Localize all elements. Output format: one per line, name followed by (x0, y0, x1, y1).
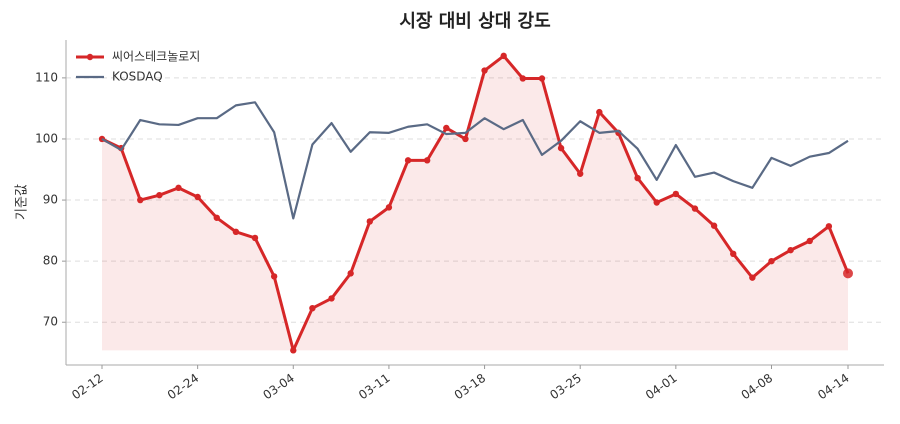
y-tick-label: 100 (35, 131, 58, 145)
x-tick-label: 04-14 (815, 371, 852, 402)
point (232, 228, 240, 236)
y-tick-label: 110 (35, 70, 58, 84)
point (481, 67, 488, 74)
y-tick-label: 70 (43, 315, 58, 329)
point (251, 234, 259, 242)
point (175, 184, 182, 192)
point (768, 257, 775, 265)
point (710, 222, 718, 229)
x-tick-label: 04-01 (643, 371, 680, 402)
point (672, 190, 680, 198)
line (101, 101, 849, 220)
point (843, 268, 853, 279)
y-axis-label: 기준값 (15, 184, 30, 220)
point (290, 347, 297, 354)
point (519, 75, 527, 82)
point (634, 174, 641, 182)
point (557, 144, 565, 152)
point (213, 214, 220, 221)
point (156, 191, 163, 199)
point (730, 250, 737, 258)
point (749, 274, 756, 281)
point (825, 223, 833, 230)
y-tick-label: 80 (43, 254, 58, 268)
x-tick-label: 02-24 (165, 371, 202, 402)
x-tick-label: 03-04 (260, 371, 297, 402)
point (462, 135, 469, 143)
point (194, 193, 201, 201)
legend-marker (86, 53, 94, 61)
point (137, 196, 144, 204)
point (577, 170, 584, 177)
point (347, 270, 354, 277)
y-tick-label: 90 (43, 193, 58, 207)
point (270, 273, 278, 280)
point (538, 75, 546, 82)
point (443, 124, 450, 132)
area (102, 55, 848, 351)
point (787, 246, 794, 254)
point (500, 52, 507, 60)
point (328, 295, 335, 302)
point (385, 204, 393, 211)
x-tick-label: 03-18 (452, 371, 489, 402)
chart-title: 시장 대비 상대 강도 (399, 11, 550, 32)
point (806, 237, 813, 245)
point (404, 157, 412, 164)
line (101, 54, 850, 352)
point (366, 218, 373, 225)
x-tick-label: 03-25 (547, 371, 584, 402)
point (653, 199, 660, 206)
x-tick-label: 03-11 (356, 371, 393, 402)
x-tick-label: 02-12 (69, 371, 106, 402)
point (691, 205, 699, 212)
legend-label: KOSDAQ (112, 70, 163, 84)
point (596, 108, 603, 116)
legend-label: 씨어스테크놀로지 (112, 50, 200, 64)
point (309, 304, 316, 312)
point (423, 157, 431, 164)
x-tick-label: 04-08 (739, 371, 776, 402)
